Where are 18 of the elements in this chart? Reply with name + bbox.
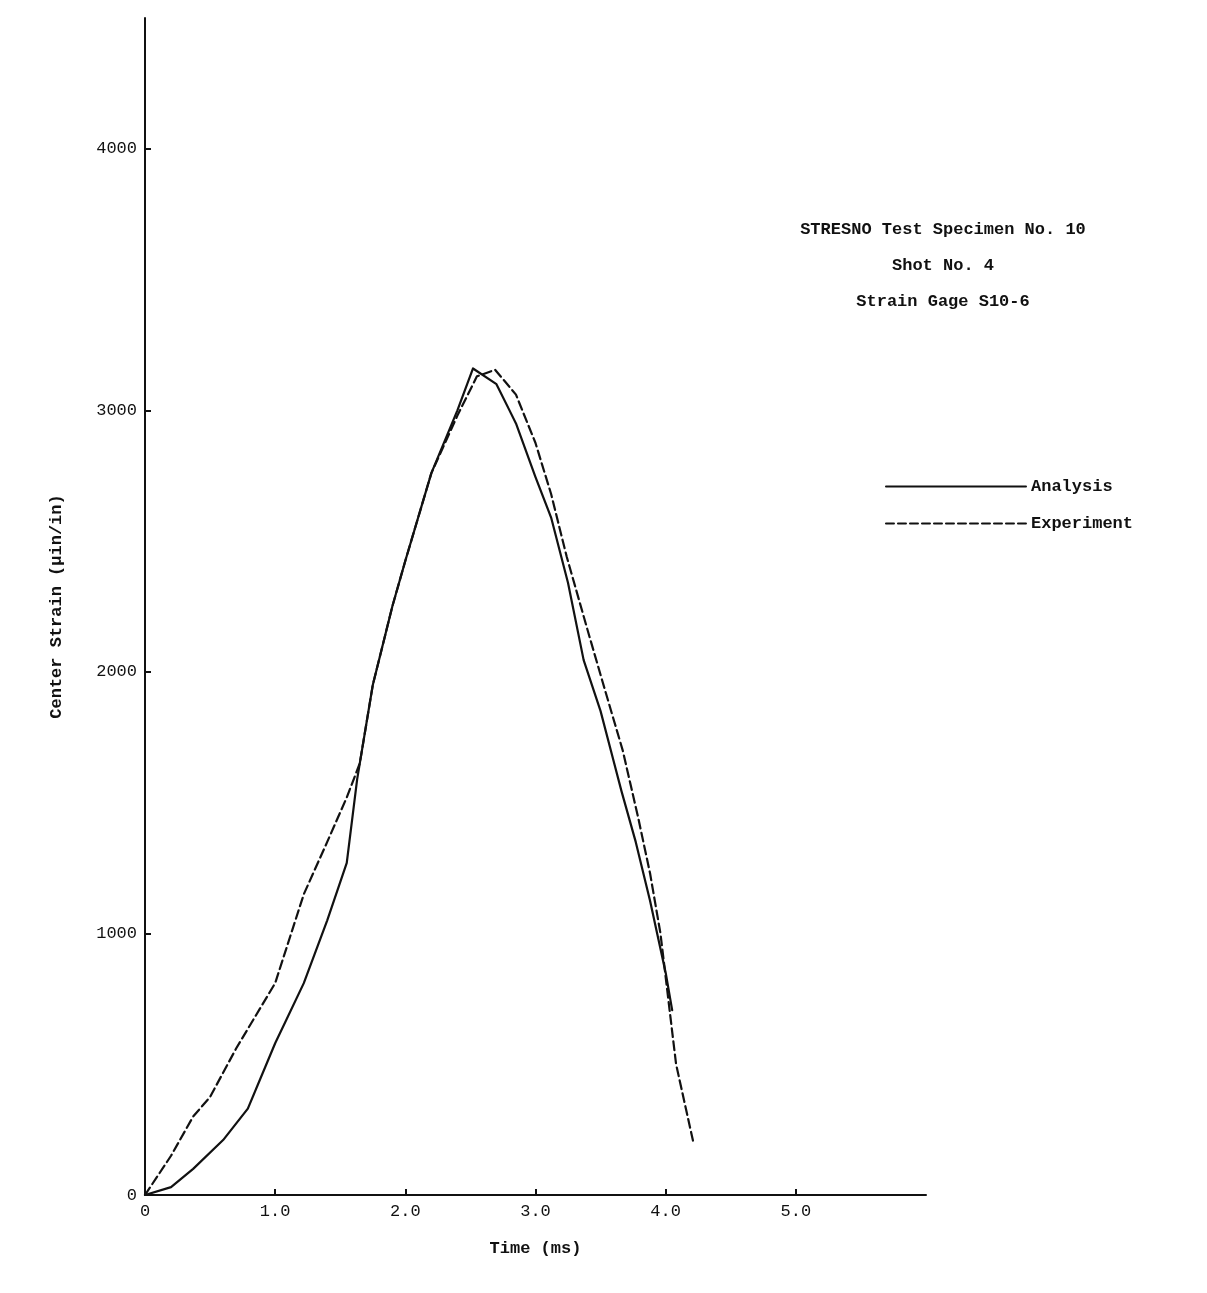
y-tick-label: 4000 xyxy=(96,139,137,159)
annotation: STRESNO Test Specimen No. 10 xyxy=(800,220,1086,239)
x-axis-title: Time (ms) xyxy=(489,1239,582,1258)
x-tick-label: 1.0 xyxy=(259,1202,291,1221)
x-tick-label: 0 xyxy=(139,1202,151,1221)
x-tick-label: 5.0 xyxy=(780,1202,812,1221)
text: Experiment xyxy=(1030,514,1134,533)
annotation: Shot No. 4 xyxy=(891,256,995,275)
annotation: Strain Gage S10-6 xyxy=(856,292,1030,311)
x-tick-label: 4.0 xyxy=(650,1202,681,1221)
y-tick-label: 2000 xyxy=(96,662,137,682)
y-tick-label: 1000 xyxy=(96,923,137,943)
x-tick-label: 2.0 xyxy=(390,1202,421,1221)
y-tick-label: 3000 xyxy=(96,400,137,420)
text: Analysis xyxy=(1030,477,1113,496)
x-tick-label: 3.0 xyxy=(520,1202,551,1221)
y-axis-title: Center Strain (μin/in) xyxy=(47,494,66,719)
y-tick-label: 0 xyxy=(126,1185,137,1205)
